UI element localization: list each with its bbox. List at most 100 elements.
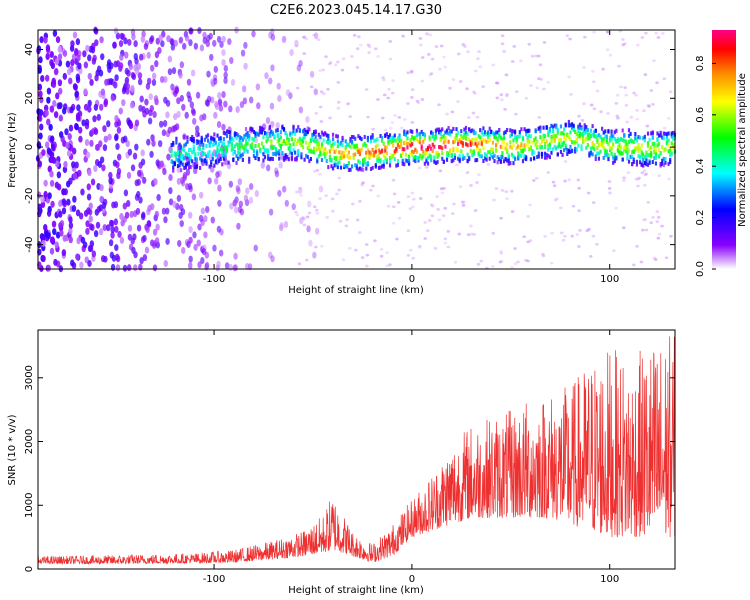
heatmap-cell	[281, 185, 287, 193]
heatmap-cell	[335, 148, 338, 153]
heatmap-cell	[163, 260, 168, 268]
heatmap-cell	[166, 35, 171, 43]
heatmap-cell	[397, 216, 402, 220]
heatmap-cell	[667, 143, 670, 148]
heatmap-cell	[564, 143, 567, 148]
heatmap-cell	[184, 111, 189, 119]
heatmap-cell	[367, 51, 371, 54]
heatmap-cell	[45, 74, 50, 82]
heatmap-cell	[657, 174, 662, 178]
heatmap-cell	[293, 138, 297, 143]
heatmap-cell	[333, 141, 336, 146]
heatmap-cell	[615, 128, 618, 133]
heatmap-cell	[86, 193, 92, 201]
heatmap-cell	[357, 134, 360, 139]
heatmap-cell	[591, 201, 596, 204]
heatmap-cell	[561, 131, 564, 136]
heatmap-cell	[387, 140, 390, 145]
heatmap-cell	[479, 154, 482, 159]
heatmap-cell	[312, 33, 316, 37]
heatmap-cell	[211, 152, 214, 157]
heatmap-cell	[202, 142, 205, 147]
heatmap-cell	[192, 139, 195, 144]
heatmap-cell	[347, 161, 350, 166]
heatmap-cell	[512, 154, 515, 159]
heatmap-cell	[585, 129, 588, 134]
heatmap-cell	[518, 153, 521, 158]
heatmap-cell	[662, 163, 665, 168]
heatmap-cell	[433, 134, 436, 139]
heatmap-cell	[475, 157, 479, 162]
heatmap-cell	[252, 154, 256, 159]
heatmap-cell	[232, 151, 235, 156]
heatmap-cell	[468, 155, 471, 160]
heatmap-cell	[316, 142, 319, 147]
heatmap-cell	[391, 221, 396, 225]
heatmap-cell	[114, 244, 119, 252]
heatmap-cell	[298, 59, 303, 67]
heatmap-cell	[466, 152, 469, 157]
heatmap-cell	[248, 156, 251, 161]
heatmap-cell	[360, 183, 365, 187]
heatmap-cell	[567, 123, 570, 128]
x-tick-label: 100	[600, 274, 619, 285]
heatmap-cell	[613, 136, 616, 141]
heatmap-cell	[539, 78, 544, 81]
heatmap-cell	[350, 140, 354, 145]
heatmap-cell	[523, 147, 526, 152]
heatmap-cell	[521, 149, 525, 154]
heatmap-cell	[487, 150, 490, 155]
heatmap-cell	[188, 39, 193, 47]
heatmap-cell	[248, 133, 251, 138]
heatmap-cell	[45, 44, 51, 52]
heatmap-cell	[621, 128, 624, 133]
heatmap-cell	[121, 99, 126, 107]
heatmap-cell	[346, 154, 349, 159]
heatmap-cell	[390, 154, 393, 159]
heatmap-cell	[596, 138, 599, 143]
heatmap-cell	[314, 147, 317, 152]
heatmap-cell	[402, 118, 407, 121]
heatmap-cell	[651, 160, 654, 165]
heatmap-cell	[188, 262, 193, 270]
heatmap-cell	[244, 147, 248, 152]
heatmap-cell	[409, 69, 414, 73]
heatmap-cell	[420, 144, 423, 149]
heatmap-cell	[530, 54, 535, 58]
heatmap-cell	[55, 36, 61, 44]
heatmap-cell	[178, 161, 181, 166]
heatmap-cell	[136, 63, 141, 71]
heatmap-cell	[63, 160, 68, 168]
heatmap-cell	[189, 136, 192, 141]
heatmap-cell	[501, 137, 504, 142]
heatmap-cell	[664, 160, 667, 165]
heatmap-cell	[225, 147, 229, 152]
heatmap-cell	[385, 251, 390, 255]
heatmap-cell	[154, 237, 160, 245]
heatmap-cell	[425, 32, 429, 36]
heatmap-cell	[358, 200, 362, 203]
heatmap-cell	[71, 205, 77, 213]
figure-title: C2E6.2023.045.14.17.G30	[270, 3, 442, 18]
heatmap-cell	[84, 138, 90, 146]
heatmap-cell	[227, 129, 230, 134]
heatmap-cell	[412, 156, 415, 161]
heatmap-cell	[295, 128, 298, 133]
heatmap-cell	[583, 131, 586, 136]
heatmap-cell	[163, 76, 168, 84]
heatmap-cell	[461, 135, 464, 140]
heatmap-cell	[605, 153, 608, 158]
heatmap-cell	[289, 146, 292, 151]
heatmap-cell	[382, 93, 387, 97]
heatmap-cell	[571, 204, 576, 208]
heatmap-cell	[290, 157, 294, 162]
heatmap-cell	[649, 221, 654, 225]
colorbar-tick-label: 0.0	[695, 261, 706, 277]
heatmap-cell	[566, 147, 569, 152]
heatmap-cell	[184, 162, 187, 167]
heatmap-cell	[158, 34, 164, 42]
heatmap-cell	[210, 216, 215, 224]
heatmap-cell	[249, 144, 252, 149]
heatmap-cell	[525, 129, 528, 134]
heatmap-cell	[181, 156, 184, 161]
